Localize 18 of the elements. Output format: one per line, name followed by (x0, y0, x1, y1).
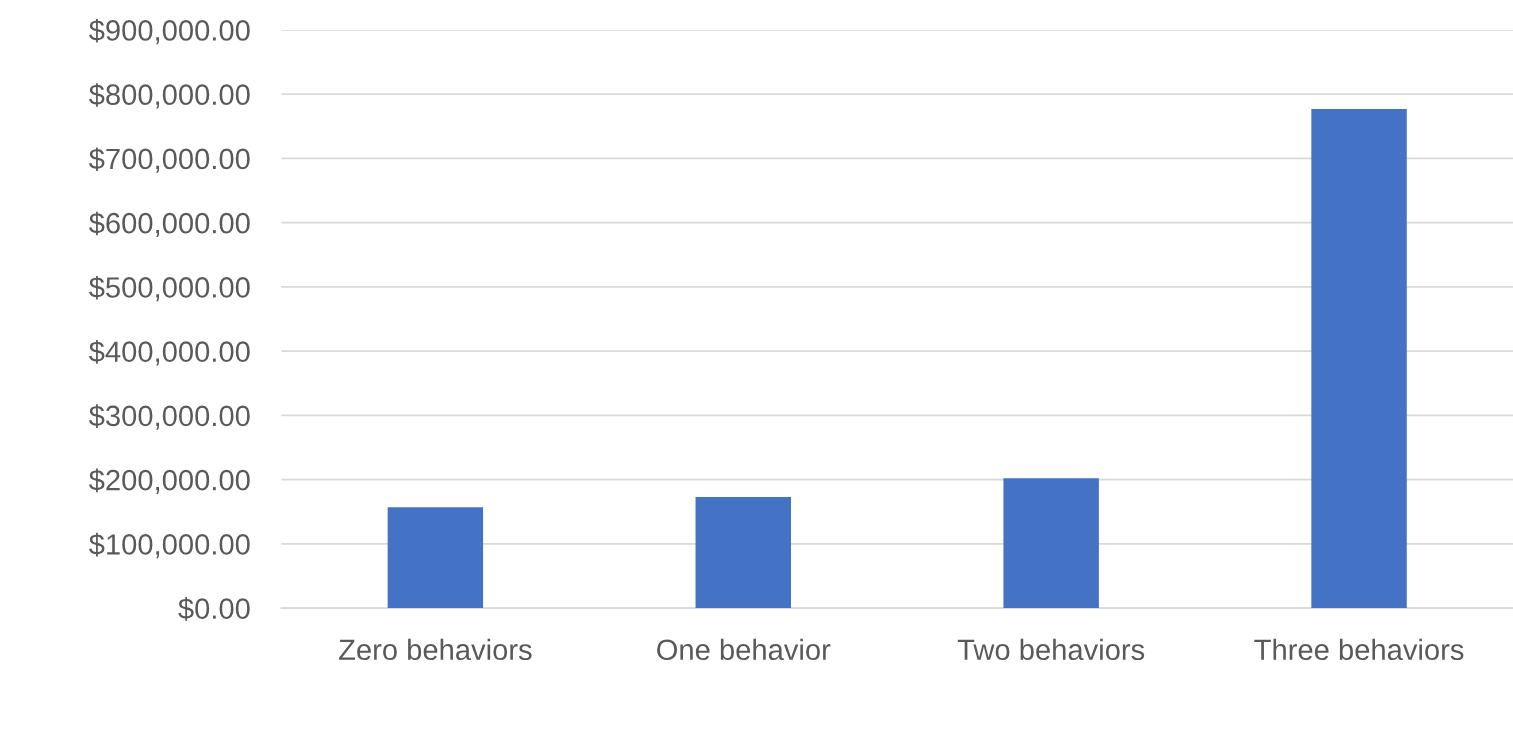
y-tick-label: $400,000.00 (89, 340, 250, 366)
y-tick-label: $800,000.00 (89, 83, 250, 109)
bar (1003, 478, 1099, 609)
y-tick-label: $0.00 (178, 597, 250, 621)
y-tick-label: $600,000.00 (89, 211, 250, 237)
x-tick-label: Two behaviors (957, 638, 1145, 661)
x-tick-label: One behavior (657, 638, 831, 661)
y-tick-label: $500,000.00 (89, 275, 250, 302)
y-tick-label: $900,000.00 (89, 18, 250, 45)
bar (387, 507, 484, 609)
y-tick-label: $100,000.00 (89, 532, 250, 559)
y-tick-label: $200,000.00 (89, 468, 250, 494)
bar (695, 496, 791, 609)
y-tick-label: $700,000.00 (89, 147, 250, 173)
x-tick-label: Three behaviors (1254, 638, 1464, 661)
y-tick-label: $300,000.00 (89, 404, 250, 430)
x-tick-label: Zero behaviors (339, 638, 532, 661)
bar (1311, 108, 1407, 609)
